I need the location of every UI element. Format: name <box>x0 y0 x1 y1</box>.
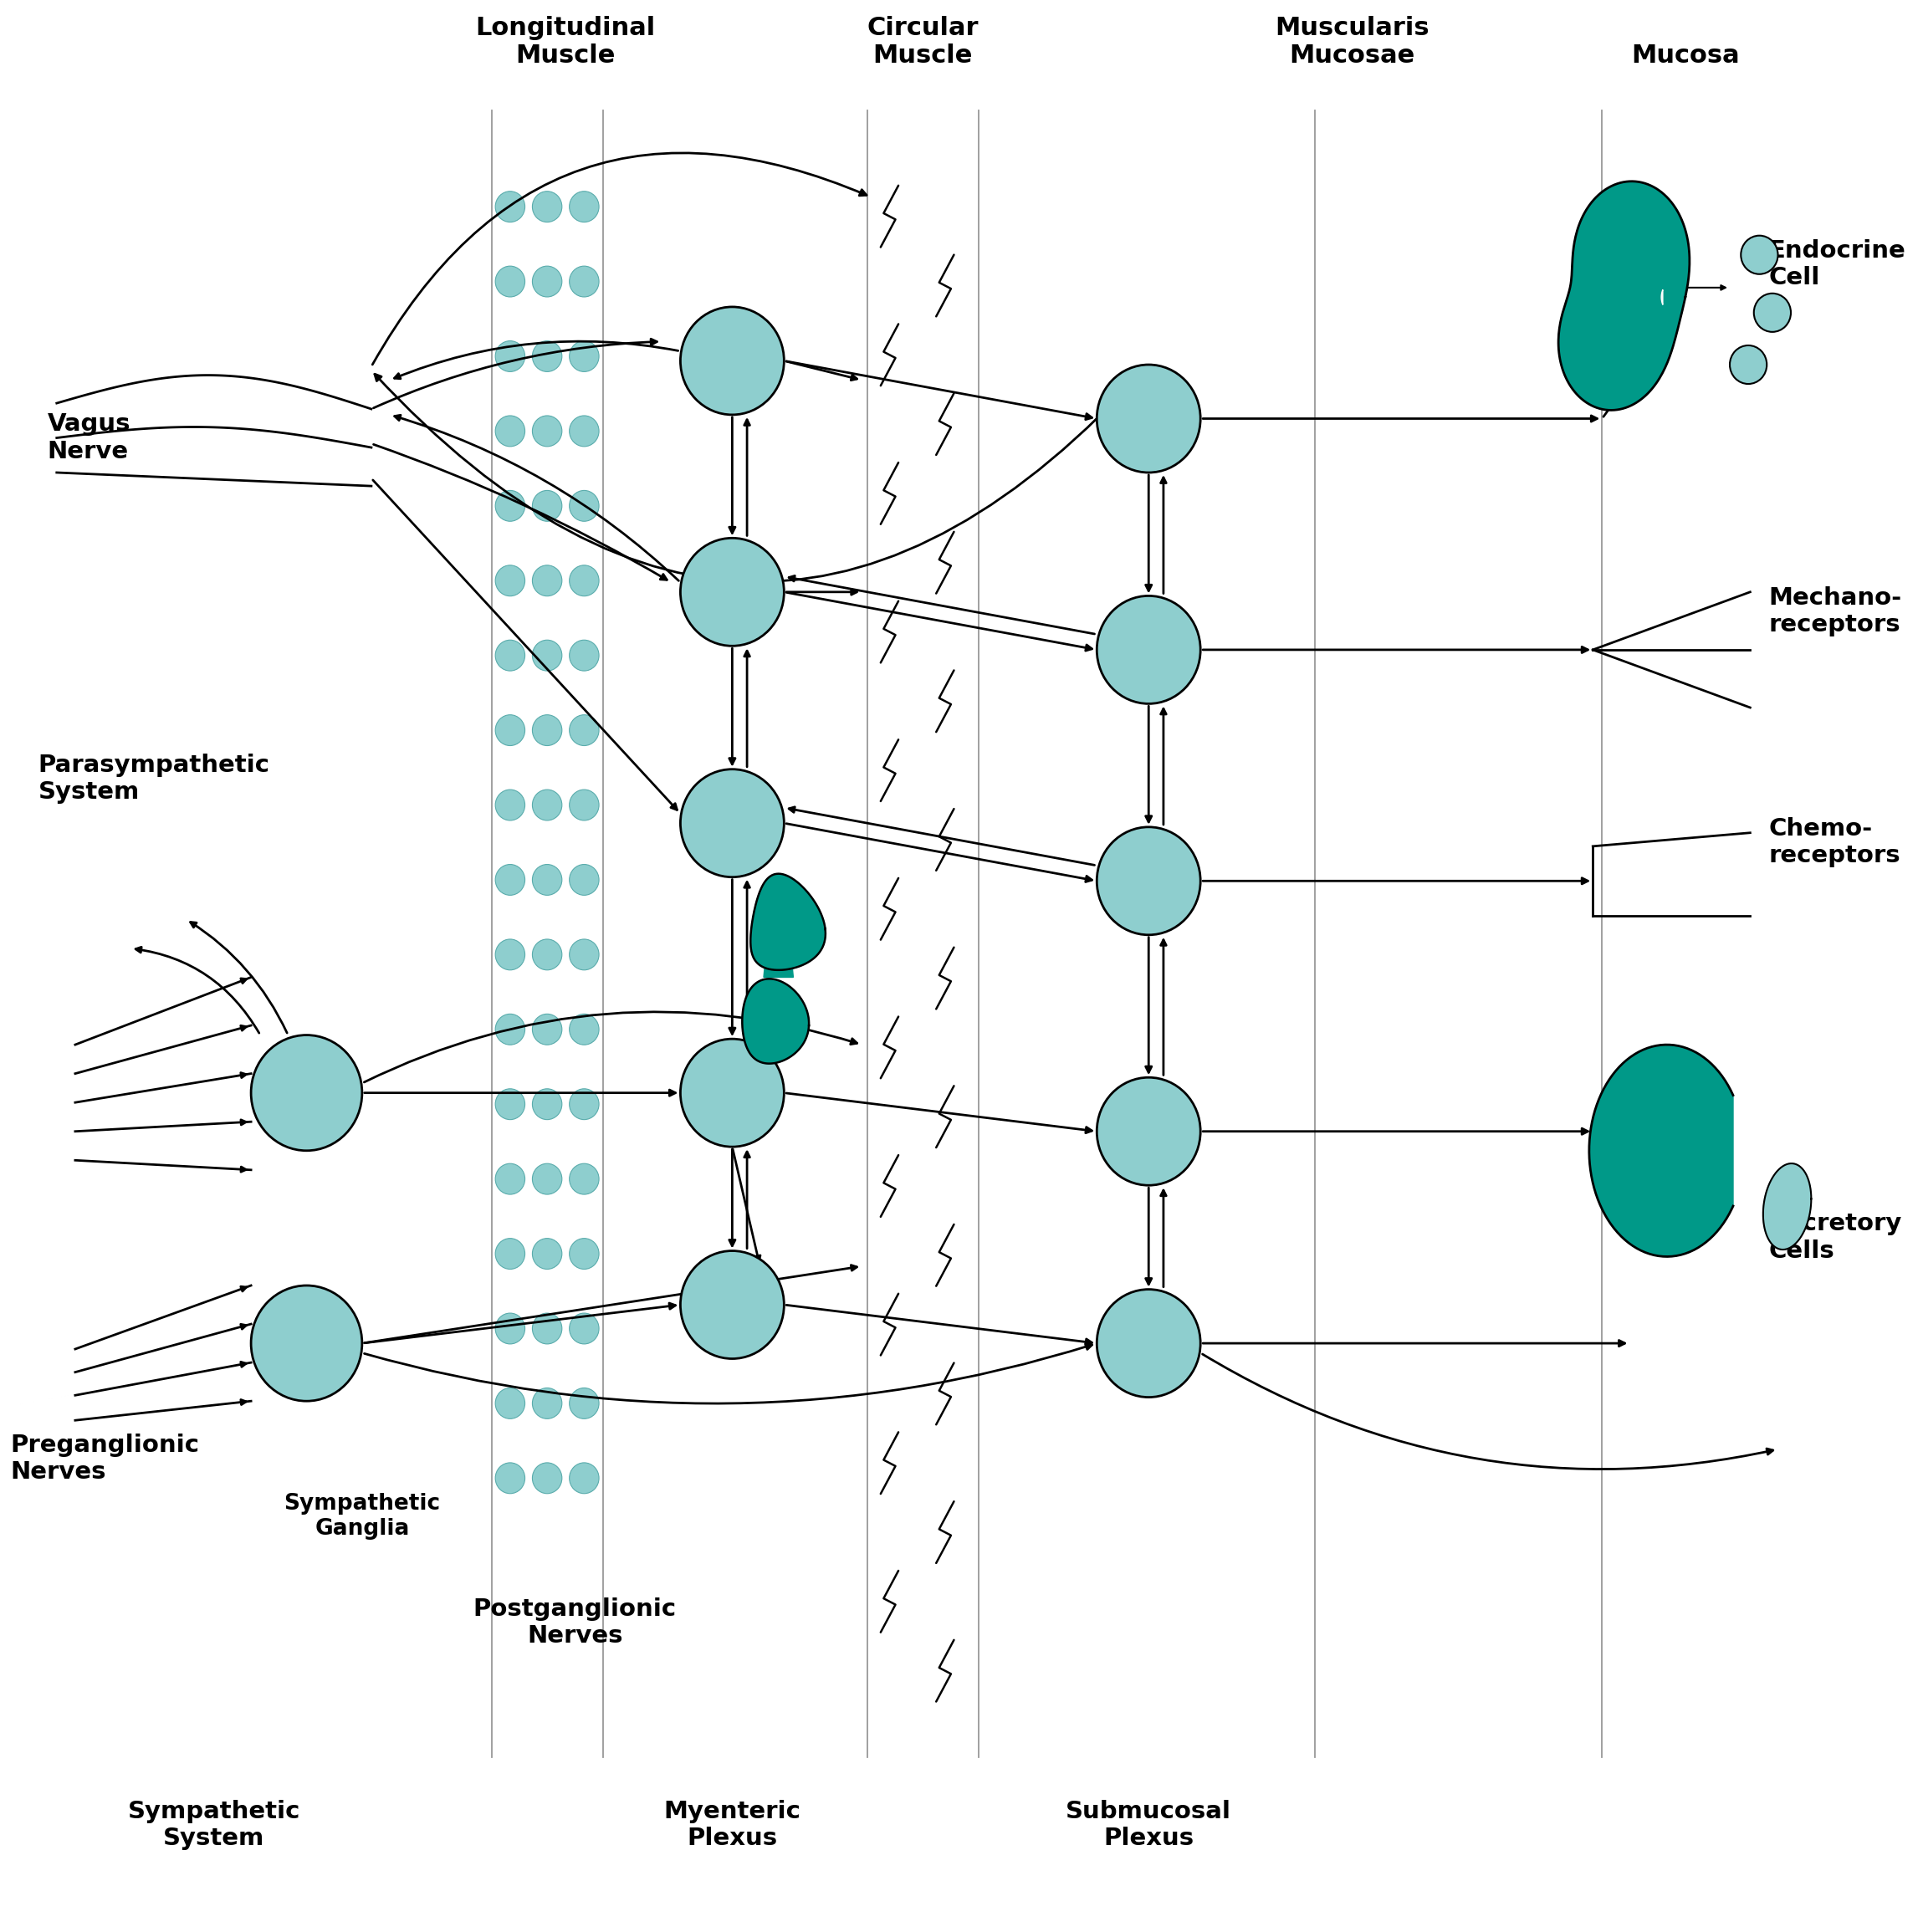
Circle shape <box>681 307 785 415</box>
Polygon shape <box>742 980 810 1065</box>
Text: Preganglionic
Nerves: Preganglionic Nerves <box>10 1434 200 1484</box>
Circle shape <box>496 864 525 895</box>
Circle shape <box>252 1036 362 1151</box>
Circle shape <box>569 639 598 670</box>
Circle shape <box>496 1163 525 1194</box>
Circle shape <box>1096 827 1200 935</box>
Circle shape <box>496 415 525 446</box>
Circle shape <box>681 537 785 645</box>
Circle shape <box>569 340 598 371</box>
Circle shape <box>569 939 598 970</box>
Circle shape <box>496 1090 525 1119</box>
Polygon shape <box>763 939 794 978</box>
Circle shape <box>496 491 525 522</box>
Circle shape <box>533 1163 562 1194</box>
Circle shape <box>496 790 525 821</box>
Circle shape <box>569 1314 598 1345</box>
Circle shape <box>569 1387 598 1418</box>
Circle shape <box>1096 365 1200 473</box>
Text: Circular
Muscle: Circular Muscle <box>867 15 979 68</box>
Circle shape <box>569 715 598 746</box>
Circle shape <box>1096 595 1200 703</box>
Text: Longitudinal
Muscle: Longitudinal Muscle <box>475 15 656 68</box>
Circle shape <box>533 415 562 446</box>
Circle shape <box>569 1090 598 1119</box>
Circle shape <box>569 491 598 522</box>
Circle shape <box>496 639 525 670</box>
Circle shape <box>681 1039 785 1148</box>
Circle shape <box>1740 236 1779 274</box>
Circle shape <box>681 769 785 877</box>
Circle shape <box>533 864 562 895</box>
Circle shape <box>496 267 525 298</box>
Text: Submucosal
Plexus: Submucosal Plexus <box>1065 1799 1231 1851</box>
Text: Endocrine
Cell: Endocrine Cell <box>1769 240 1906 290</box>
Circle shape <box>496 1238 525 1269</box>
Circle shape <box>533 267 562 298</box>
Circle shape <box>569 1014 598 1045</box>
Circle shape <box>496 566 525 597</box>
Circle shape <box>533 1463 562 1493</box>
Polygon shape <box>1588 1045 1733 1256</box>
Circle shape <box>496 340 525 371</box>
Circle shape <box>533 1090 562 1119</box>
Text: Chemo-
receptors: Chemo- receptors <box>1769 817 1900 867</box>
Circle shape <box>496 1014 525 1045</box>
Circle shape <box>533 1314 562 1345</box>
Text: Postganglionic
Nerves: Postganglionic Nerves <box>473 1598 677 1648</box>
Circle shape <box>496 1387 525 1418</box>
Circle shape <box>569 191 598 222</box>
Circle shape <box>252 1285 362 1401</box>
Circle shape <box>533 340 562 371</box>
Circle shape <box>533 491 562 522</box>
Text: Sympathetic
Ganglia: Sympathetic Ganglia <box>285 1493 440 1540</box>
Circle shape <box>1096 1289 1200 1397</box>
Circle shape <box>496 939 525 970</box>
Text: Muscularis
Mucosae: Muscularis Mucosae <box>1275 15 1429 68</box>
Polygon shape <box>1763 1163 1811 1250</box>
Circle shape <box>533 1238 562 1269</box>
Text: Mucosa: Mucosa <box>1631 44 1740 68</box>
Text: Mechano-
receptors: Mechano- receptors <box>1769 585 1902 636</box>
Polygon shape <box>750 873 825 970</box>
Circle shape <box>569 1163 598 1194</box>
Text: Secretory
Cells: Secretory Cells <box>1769 1211 1902 1264</box>
Circle shape <box>533 1387 562 1418</box>
Circle shape <box>1754 294 1790 332</box>
Circle shape <box>533 191 562 222</box>
Circle shape <box>1731 346 1767 384</box>
Circle shape <box>681 1250 785 1358</box>
Circle shape <box>533 715 562 746</box>
Circle shape <box>569 566 598 597</box>
Text: Parasympathetic
System: Parasympathetic System <box>38 753 269 804</box>
Circle shape <box>533 939 562 970</box>
Circle shape <box>496 191 525 222</box>
Circle shape <box>533 639 562 670</box>
Text: Sympathetic
System: Sympathetic System <box>127 1799 300 1851</box>
Circle shape <box>496 715 525 746</box>
Polygon shape <box>1558 182 1690 410</box>
Circle shape <box>569 1463 598 1493</box>
Circle shape <box>496 1314 525 1345</box>
Circle shape <box>533 790 562 821</box>
Circle shape <box>533 566 562 597</box>
Circle shape <box>533 1014 562 1045</box>
Text: Vagus
Nerve: Vagus Nerve <box>48 413 131 464</box>
Circle shape <box>496 1463 525 1493</box>
Circle shape <box>569 267 598 298</box>
Circle shape <box>569 864 598 895</box>
Circle shape <box>1096 1078 1200 1186</box>
Circle shape <box>569 1238 598 1269</box>
Circle shape <box>569 415 598 446</box>
Text: Myenteric
Plexus: Myenteric Plexus <box>663 1799 800 1851</box>
Circle shape <box>569 790 598 821</box>
